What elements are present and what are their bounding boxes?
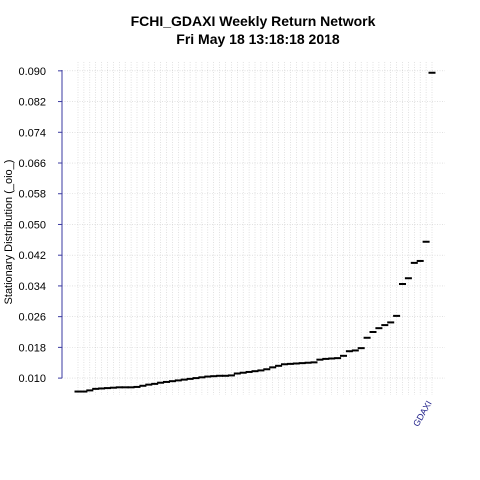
y-tick-label: 0.090 — [18, 66, 46, 78]
y-tick-label: 0.018 — [18, 342, 46, 354]
y-tick-label: 0.082 — [18, 97, 46, 109]
y-tick-label: 0.050 — [18, 219, 46, 231]
y-tick-label: 0.010 — [18, 373, 46, 385]
y-axis-label: Stationary Distribution (_oio_) — [3, 160, 15, 305]
y-tick-label: 0.042 — [18, 250, 46, 262]
chart-subtitle: Fri May 18 13:18:18 2018 — [176, 31, 340, 47]
chart-title: FCHI_GDAXI Weekly Return Network — [131, 13, 376, 29]
y-tick-label: 0.034 — [18, 281, 46, 293]
x-tick-label: GDAXI — [411, 399, 434, 428]
y-tick-label: 0.058 — [18, 189, 46, 201]
y-tick-label: 0.074 — [18, 127, 46, 139]
y-tick-label: 0.066 — [18, 158, 46, 170]
y-tick-label: 0.026 — [18, 312, 46, 324]
